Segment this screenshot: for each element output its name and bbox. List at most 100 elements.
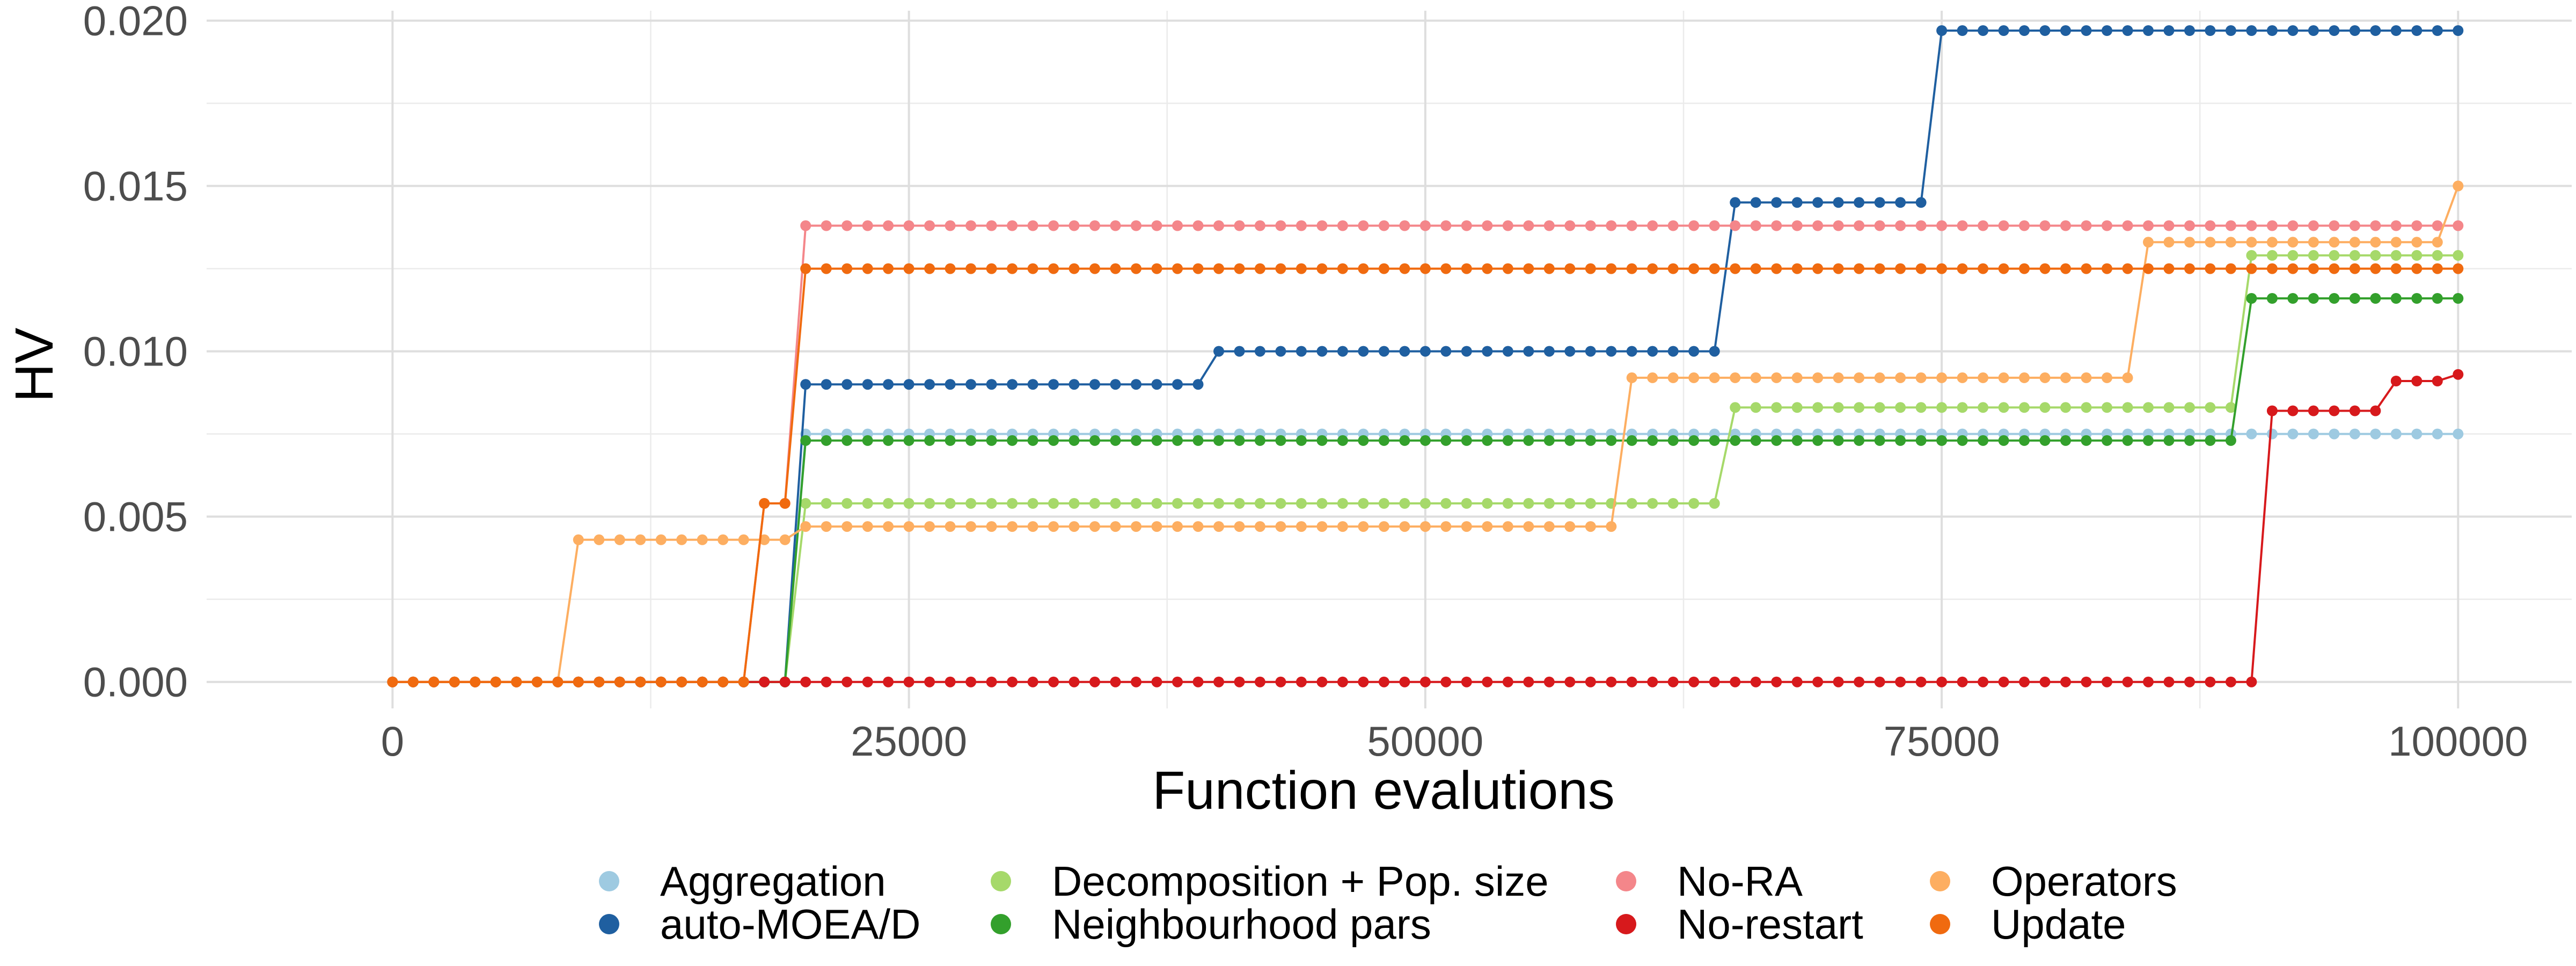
data-point [779, 534, 791, 545]
data-point [2370, 250, 2381, 261]
data-point [2102, 25, 2112, 36]
x-tick-label: 100000 [2388, 718, 2528, 765]
data-point [1440, 435, 1452, 446]
y-axis-title: HV [4, 327, 64, 402]
data-point [945, 498, 956, 509]
data-point [2329, 220, 2340, 231]
legend-item: No-restart [1616, 901, 1863, 948]
data-point [1874, 676, 1885, 687]
data-point [2432, 428, 2443, 440]
data-point [1998, 402, 2009, 413]
data-point [1172, 435, 1183, 446]
data-point [2390, 220, 2402, 231]
data-point [1131, 220, 1141, 231]
data-point [924, 435, 935, 446]
legend-item: Update [1930, 901, 2126, 948]
data-point [1688, 676, 1700, 687]
data-point [1254, 346, 1265, 357]
data-point [1027, 379, 1038, 390]
data-point [2102, 372, 2112, 383]
data-point [1957, 402, 1968, 413]
data-point [2453, 250, 2464, 261]
data-point [1667, 220, 1679, 231]
data-point [1419, 263, 1431, 274]
data-point [1978, 676, 1989, 687]
data-point [1027, 521, 1038, 532]
data-point [1854, 197, 1865, 208]
data-point [1854, 263, 1865, 274]
data-point [1234, 435, 1245, 446]
data-point [1048, 379, 1059, 390]
data-point [1482, 220, 1493, 231]
data-point [1895, 263, 1906, 274]
data-point [2019, 25, 2030, 36]
data-point [1750, 372, 1761, 383]
data-point [2453, 428, 2464, 440]
data-point [1151, 435, 1162, 446]
data-point [1069, 676, 1080, 687]
data-point [1131, 263, 1141, 274]
data-point [1234, 220, 1245, 231]
data-point [2308, 250, 2319, 261]
data-point [903, 379, 914, 390]
data-point [1089, 521, 1100, 532]
data-point [1667, 372, 1679, 383]
data-point [1771, 263, 1782, 274]
data-point [841, 676, 853, 687]
data-point [2143, 402, 2154, 413]
data-point [2329, 263, 2340, 274]
data-point [2453, 180, 2464, 192]
data-point [1502, 521, 1513, 532]
data-point [1151, 379, 1162, 390]
data-point [2329, 293, 2340, 304]
data-point [1131, 498, 1141, 509]
data-point [1771, 676, 1782, 687]
data-point [2019, 676, 2030, 687]
data-point [1172, 263, 1183, 274]
data-point [2329, 428, 2340, 440]
data-point [1069, 521, 1080, 532]
data-point [2266, 428, 2278, 440]
data-point [2349, 293, 2360, 304]
data-point [1543, 498, 1555, 509]
data-point [2102, 435, 2112, 446]
data-point [1523, 676, 1534, 687]
data-point [2453, 263, 2464, 274]
data-point [903, 521, 914, 532]
y-tick-label: 0.020 [83, 0, 188, 44]
data-point [1192, 676, 1204, 687]
data-point [759, 534, 770, 545]
data-point [2019, 220, 2030, 231]
data-point [1626, 372, 1637, 383]
data-point [1151, 676, 1162, 687]
data-point [1048, 220, 1059, 231]
data-point [1482, 676, 1493, 687]
data-point [965, 676, 977, 687]
data-point [821, 263, 832, 274]
data-point [635, 676, 646, 687]
data-point [1089, 498, 1100, 509]
data-point [1915, 435, 1927, 446]
data-point [1585, 521, 1596, 532]
data-point [1378, 498, 1389, 509]
data-point [1482, 263, 1493, 274]
data-point [1915, 197, 1927, 208]
data-point [1254, 263, 1265, 274]
series-operators [387, 180, 2464, 687]
data-point [2184, 676, 2195, 687]
data-point [1007, 379, 1018, 390]
data-point [2266, 237, 2278, 248]
data-point [1688, 498, 1700, 509]
data-point [655, 676, 667, 687]
data-point [2411, 263, 2423, 274]
data-point [1172, 220, 1183, 231]
data-point [2060, 676, 2071, 687]
legend-key [1616, 871, 1636, 891]
data-point [1543, 263, 1555, 274]
data-point [1461, 346, 1472, 357]
data-point [1833, 263, 1844, 274]
data-point [1978, 220, 1989, 231]
legend-key [1930, 871, 1950, 891]
data-point [1771, 435, 1782, 446]
data-point [1564, 346, 1576, 357]
